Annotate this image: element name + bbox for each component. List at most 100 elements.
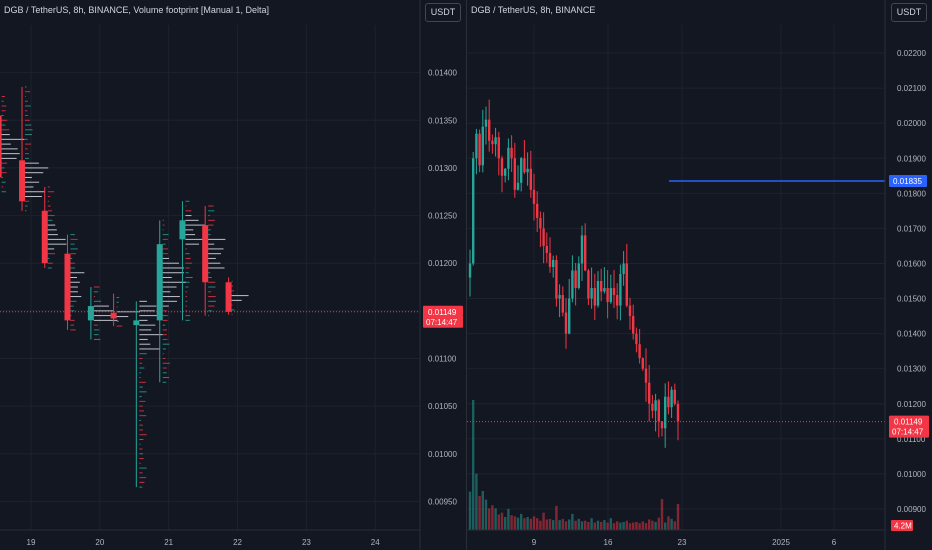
footprint-volume-bar (139, 353, 147, 355)
footprint-volume-bar (139, 429, 144, 431)
candle-body (552, 259, 555, 267)
volume-bar (590, 518, 593, 530)
volume-bar (500, 512, 504, 530)
footprint-volume-bar (1, 138, 25, 140)
price-axis-tick-label: 0.01200 (897, 400, 926, 409)
candle-body (606, 288, 609, 303)
footprint-volume-bar (185, 229, 194, 231)
pane-divider[interactable] (466, 0, 467, 550)
candle-body (667, 396, 670, 408)
footprint-volume-bar (25, 115, 29, 117)
footprint-volume-bar (70, 291, 78, 293)
price-axis-tick-label: 0.02000 (897, 119, 926, 128)
footprint-volume-bar (208, 310, 213, 312)
footprint-volume-bar (139, 367, 145, 369)
volume-bar (664, 522, 667, 530)
volume-bar (622, 521, 625, 530)
footprint-volume-bar (25, 91, 31, 93)
candle-body (548, 252, 552, 267)
price-axis-tick-label: 0.01500 (897, 295, 926, 304)
volume-bar (568, 519, 571, 530)
footprint-volume-bar (25, 200, 30, 202)
footprint-volume-bar (1, 148, 18, 150)
footprint-volume-bar (1, 167, 5, 169)
footprint-chart-canvas[interactable]: 0.01400 0.01350 0.01300 0.01250 0.01200 0.011… (0, 0, 466, 550)
footprint-volume-bar (162, 277, 172, 278)
volume-bar (657, 517, 660, 530)
time-axis-tick-label: 2025 (772, 538, 790, 547)
time-axis-tick-label: 20 (95, 538, 104, 547)
footprint-volume-bar (47, 253, 56, 255)
footprint-volume-bar (185, 253, 190, 255)
footprint-volume-bar (25, 134, 33, 136)
footprint-volume-bar (70, 319, 75, 321)
price-axis-tick-label: 0.01400 (428, 69, 457, 78)
footprint-volume-bar (93, 315, 112, 317)
footprint-volume-bar (116, 301, 119, 303)
candle-body (488, 119, 491, 141)
footprint-volume-bar (185, 300, 188, 302)
candle-body (478, 133, 481, 166)
candlestick-chart-canvas[interactable]: 0.02200 0.02100 0.02000 0.01900 0.01800 0.017… (467, 0, 932, 550)
price-axis-tick-label: 0.01250 (428, 212, 457, 221)
footprint-volume-bar (70, 253, 77, 255)
footprint-volume-bar (162, 334, 167, 336)
candlestick-chart-pane[interactable]: 0.02200 0.02100 0.02000 0.01900 0.01800 0.017… (467, 0, 932, 550)
candle-body (564, 312, 568, 334)
footprint-volume-bar (208, 215, 210, 217)
candle-body (516, 182, 520, 190)
footprint-volume-bar (1, 153, 20, 155)
footprint-volume-bar (1, 134, 10, 136)
footprint-volume-bar (162, 310, 168, 312)
candle-body (664, 396, 667, 429)
footprint-volume-bar (208, 300, 216, 302)
footprint-volume-bar (139, 348, 160, 350)
candle-body (635, 333, 638, 345)
footprint-volume-bar (70, 305, 74, 307)
footprint-volume-bar (139, 305, 157, 307)
footprint-volume-bar (162, 324, 166, 326)
footprint-volume-bar (162, 329, 168, 331)
footprint-chart-pane[interactable]: 0.01400 0.01350 0.01300 0.01250 0.01200 0.011… (0, 0, 466, 550)
footprint-volume-bar (116, 311, 140, 313)
volume-bar (625, 520, 628, 530)
footprint-volume-bar (70, 238, 78, 240)
candle-body (484, 119, 488, 127)
currency-button[interactable]: USDT (425, 3, 461, 22)
footprint-volume-bar (139, 424, 143, 426)
volume-bar (635, 521, 638, 530)
volume-bar (529, 518, 532, 530)
footprint-volume-bar (185, 215, 192, 217)
volume-bar (574, 520, 577, 530)
footprint-volume-bar (162, 353, 164, 355)
footprint-volume-bar (47, 215, 55, 217)
footprint-volume-bar (47, 267, 52, 269)
footprint-volume-bar (231, 290, 235, 292)
footprint-volume-bar (47, 191, 55, 193)
price-axis-tick-label: 0.01100 (897, 435, 926, 444)
footprint-volume-bar (93, 286, 100, 288)
candle-body (558, 295, 561, 299)
candle-body (641, 358, 644, 369)
candle-body (481, 126, 484, 166)
footprint-volume-bar (47, 238, 66, 240)
footprint-volume-bar (70, 300, 77, 302)
chart-legend-title: DGB / TetherUS, 8h, BINANCE (471, 5, 596, 15)
footprint-volume-bar (1, 105, 7, 107)
candle-body (539, 217, 542, 229)
volume-bar (539, 520, 542, 530)
footprint-volume-bar (25, 157, 29, 159)
footprint-volume-bar (162, 248, 169, 250)
footprint-volume-bar (185, 286, 189, 288)
volume-bar (641, 521, 644, 530)
chart-legend-title: DGB / TetherUS, 8h, BINANCE, Volume foot… (4, 5, 269, 15)
currency-button[interactable]: USDT (891, 3, 927, 22)
footprint-volume-bar (70, 257, 73, 259)
volume-bar (561, 518, 564, 530)
candle-body (64, 253, 71, 321)
footprint-volume-bar (231, 309, 235, 311)
footprint-volume-bar (25, 162, 39, 164)
footprint-volume-bar (25, 100, 28, 102)
candle-body (577, 263, 580, 289)
footprint-volume-bar (93, 300, 102, 302)
